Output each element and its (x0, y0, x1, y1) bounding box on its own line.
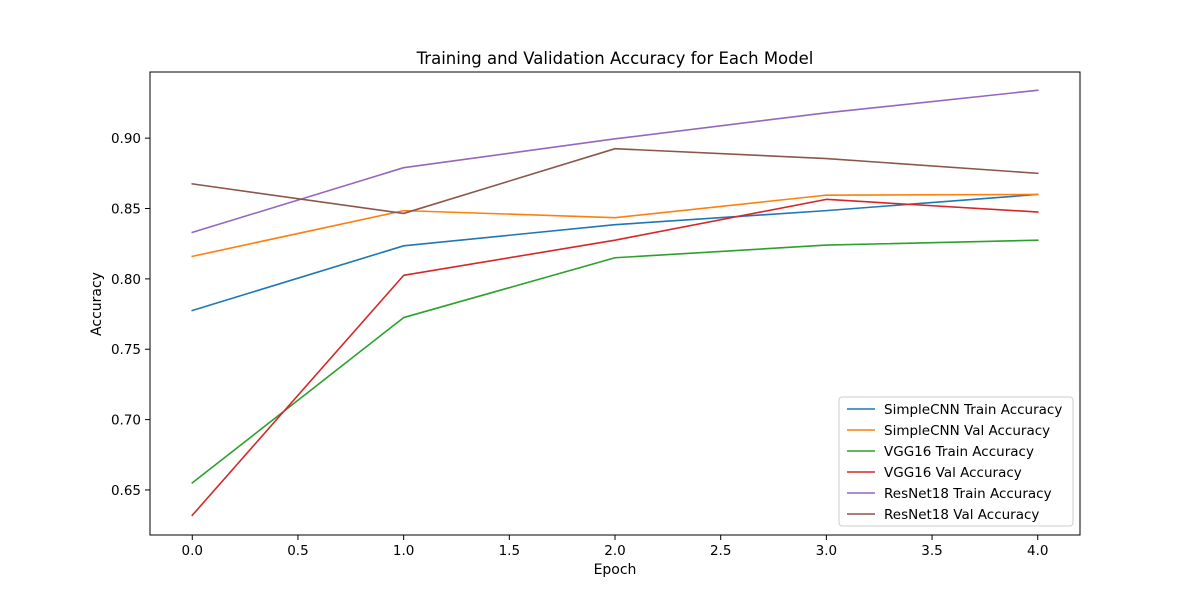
legend: SimpleCNN Train Accuracy SimpleCNN Val Ac… (838, 396, 1074, 527)
chart-title: Training and Validation Accuracy for Eac… (416, 49, 814, 68)
y-axis-title: Accuracy (89, 272, 105, 336)
x-tick-label: 1.0 (393, 543, 414, 559)
x-tick-label: 1.5 (499, 543, 520, 559)
series-line-5 (191, 147, 1039, 215)
series-line-3 (191, 198, 1039, 517)
series-line-4 (191, 89, 1039, 234)
legend-label-3: VGG16 Val Accuracy (884, 465, 1022, 481)
x-tick-label: 0.5 (287, 543, 308, 559)
y-tick-label: 0.70 (111, 413, 141, 429)
legend-label-5: ResNet18 Val Accuracy (884, 507, 1039, 523)
x-axis-title: Epoch (594, 562, 637, 578)
y-tick-label: 0.80 (111, 272, 141, 288)
y-tick-label: 0.65 (111, 483, 141, 499)
x-axis: 0.0 0.5 1.0 1.5 2.0 2.5 3.0 3.5 4.0 (182, 535, 1048, 559)
legend-label-0: SimpleCNN Train Accuracy (884, 402, 1062, 418)
legend-label-4: ResNet18 Train Accuracy (884, 486, 1052, 502)
series-line-1 (191, 193, 1039, 258)
series-line-2 (191, 239, 1039, 485)
x-tick-label: 2.5 (710, 543, 731, 559)
legend-label-1: SimpleCNN Val Accuracy (884, 423, 1050, 439)
series-lines (191, 89, 1039, 517)
legend-label-2: VGG16 Train Accuracy (884, 444, 1034, 460)
legend-box (838, 396, 1074, 527)
series-line-0 (191, 193, 1039, 312)
plot-frame (149, 71, 1081, 536)
y-tick-label: 0.90 (111, 131, 141, 147)
y-axis: 0.65 0.70 0.75 0.80 0.85 0.90 (111, 131, 150, 499)
x-tick-label: 3.0 (816, 543, 837, 559)
y-tick-label: 0.85 (111, 202, 141, 218)
x-tick-label: 3.5 (921, 543, 942, 559)
x-tick-label: 4.0 (1027, 543, 1048, 559)
x-tick-label: 0.0 (182, 543, 203, 559)
y-tick-label: 0.75 (111, 342, 141, 358)
x-tick-label: 2.0 (604, 543, 625, 559)
